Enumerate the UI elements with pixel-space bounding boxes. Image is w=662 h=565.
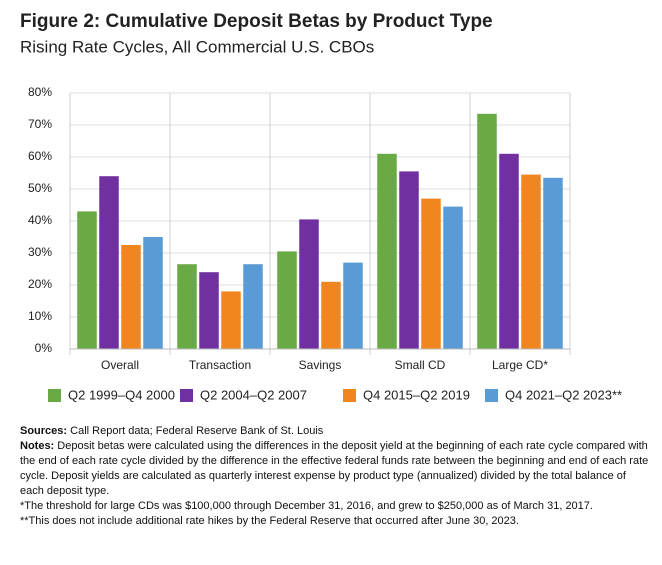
notes: Sources: Call Report data; Federal Reser… <box>20 424 650 529</box>
sources-text: Call Report data; Federal Reserve Bank o… <box>70 425 324 437</box>
bar <box>299 219 319 349</box>
legend-label: Q4 2021–Q2 2023** <box>505 387 622 402</box>
bar <box>399 171 419 349</box>
bar <box>543 177 563 349</box>
chart-subtitle: Rising Rate Cycles, All Commercial U.S. … <box>20 37 374 56</box>
y-tick-label: 40% <box>28 213 52 227</box>
bar <box>343 262 363 349</box>
bar <box>199 272 219 349</box>
x-tick-label: Overall <box>101 358 139 372</box>
sources: Sources: Call Report data; Federal Reser… <box>20 424 650 439</box>
y-tick-label: 10% <box>28 309 52 323</box>
chart-title: Figure 2: Cumulative Deposit Betas by Pr… <box>20 11 493 32</box>
y-tick-label: 60% <box>28 149 52 163</box>
y-tick-label: 50% <box>28 181 52 195</box>
x-tick-label: Savings <box>299 358 342 372</box>
notes-label: Notes: <box>20 440 55 452</box>
notes-text: Deposit betas were calculated using the … <box>20 440 649 497</box>
bar <box>521 174 541 349</box>
notes-block: Notes: Deposit betas were calculated usi… <box>20 439 650 499</box>
legend-swatch <box>180 389 193 402</box>
chart: Figure 2: Cumulative Deposit Betas by Pr… <box>20 11 622 402</box>
bar <box>277 251 297 349</box>
bar <box>121 245 141 349</box>
y-tick-label: 80% <box>28 85 52 99</box>
x-tick-label: Large CD* <box>492 358 548 372</box>
bar <box>177 264 197 349</box>
x-tick-label: Transaction <box>189 358 251 372</box>
bar <box>77 211 97 349</box>
footnote: *The threshold for large CDs was $100,00… <box>20 500 593 512</box>
bar <box>499 153 519 349</box>
bar <box>421 198 441 349</box>
sources-label: Sources: <box>20 425 68 437</box>
y-tick-label: 30% <box>28 245 52 259</box>
bar <box>477 113 497 349</box>
legend-label: Q2 2004–Q2 2007 <box>200 387 307 402</box>
legend-label: Q2 1999–Q4 2000 <box>68 387 175 402</box>
footnote: **This does not include additional rate … <box>20 515 519 527</box>
bar <box>243 264 263 349</box>
legend-swatch <box>343 389 356 402</box>
bar <box>377 153 397 349</box>
legend-label: Q4 2015–Q2 2019 <box>363 387 470 402</box>
bar <box>99 176 119 349</box>
y-tick-label: 70% <box>28 117 52 131</box>
x-tick-label: Small CD <box>395 358 446 372</box>
bar <box>221 291 241 349</box>
bar <box>443 206 463 349</box>
legend-swatch <box>485 389 498 402</box>
bar <box>321 281 341 349</box>
y-tick-label: 20% <box>28 277 52 291</box>
y-tick-label: 0% <box>35 341 53 355</box>
legend-swatch <box>48 389 61 402</box>
bar <box>143 237 163 349</box>
